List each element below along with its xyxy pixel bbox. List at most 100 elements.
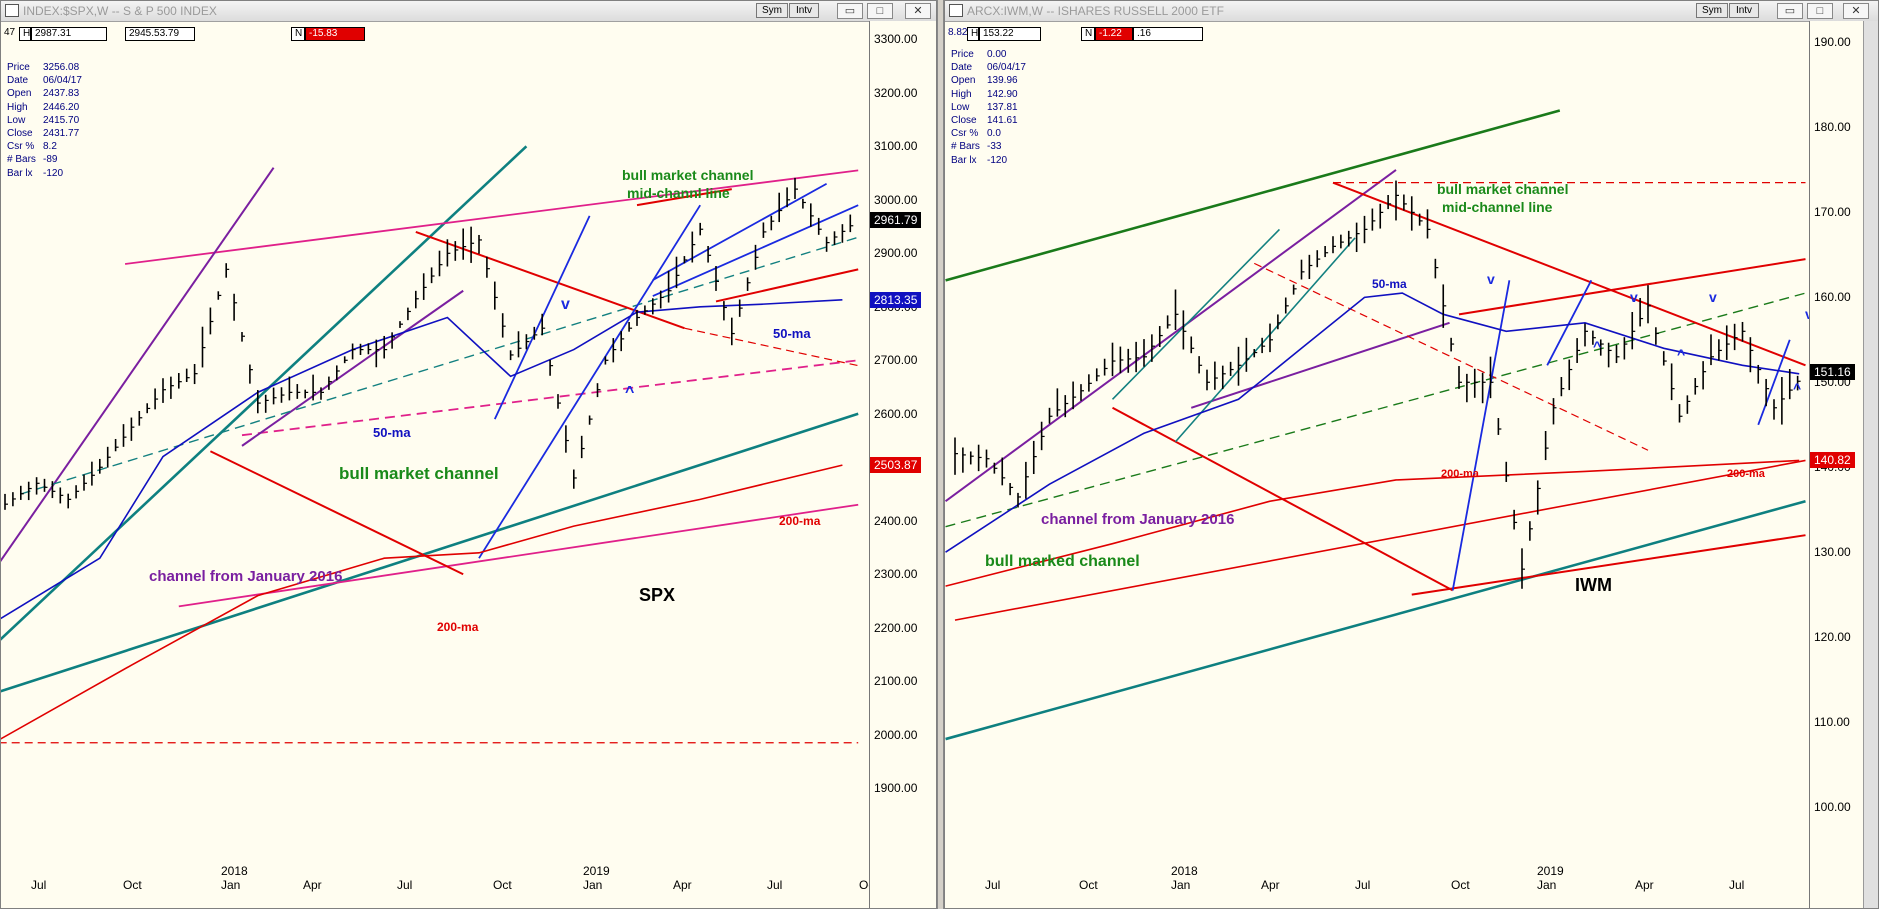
annotation-200ma-2: 200-ma: [437, 620, 479, 634]
y-axis: 100.00110.00120.00130.00140.00150.00160.…: [1809, 21, 1866, 908]
data-panel-row: Low 2415.70: [7, 114, 82, 127]
wave-marker: v: [1487, 271, 1495, 287]
data-panel-label: Price: [7, 62, 30, 73]
data-panel-row: Close 141.61: [951, 114, 1026, 127]
data-panel-row: Bar lx -120: [951, 154, 1026, 167]
data-panel-row: Low 137.81: [951, 101, 1026, 114]
x-tick-label: Jan: [1537, 878, 1556, 892]
sym-button[interactable]: Sym: [1696, 3, 1728, 18]
data-panel-row: Date 06/04/17: [7, 74, 82, 87]
data-panel-value: 139.96: [987, 75, 1018, 87]
info-cell: -15.83: [305, 27, 365, 41]
wave-marker: ^: [625, 384, 634, 401]
data-panel-row: # Bars -33: [951, 140, 1026, 153]
x-tick-label: Jul: [397, 878, 412, 892]
blue-mid-line: [1546, 279, 1593, 366]
data-panel-label: Date: [7, 75, 29, 87]
y-tick-label: 2600.00: [874, 406, 918, 421]
y-tick-label: 3200.00: [874, 85, 918, 100]
y-tick-label: 2700.00: [874, 353, 918, 368]
red-dashed-trend: [1253, 262, 1649, 451]
data-panel-value: -89: [43, 154, 58, 166]
jan2016-channel-lower: [1190, 321, 1450, 409]
jan2016-channel-upper: [1, 167, 275, 562]
info-cell: -1.22: [1095, 27, 1133, 41]
close-icon[interactable]: ✕: [905, 3, 931, 19]
data-panel-value: -120: [43, 167, 64, 179]
data-panel-row: Date 06/04/17: [951, 61, 1026, 74]
x-tick-label: Jan: [1171, 878, 1190, 892]
window-menu-icon[interactable]: [5, 4, 19, 17]
data-panel-label: High: [951, 88, 972, 100]
y-tick-label: 100.00: [1814, 800, 1851, 815]
y-tick-label: 2300.00: [874, 567, 918, 582]
annotation-bull-channel-main: bull market channel: [339, 464, 499, 483]
data-panel-value: 137.81: [987, 101, 1018, 113]
info-cell: 47: [4, 27, 16, 38]
sym-button[interactable]: Sym: [756, 3, 788, 18]
info-cell: 2987.31: [31, 27, 107, 41]
upper-channel-line: [945, 109, 1561, 282]
x-tick-label: Jul: [985, 878, 1000, 892]
info-cell: H: [19, 27, 31, 41]
data-panel-value: 0.00: [987, 49, 1007, 60]
x-tick-label: Jul: [1729, 878, 1744, 892]
info-cell: N: [1081, 27, 1095, 41]
x-tick-label: Oct: [1451, 878, 1470, 892]
ma50-line: [1, 299, 843, 620]
minimize-icon[interactable]: ▭: [1777, 3, 1803, 19]
blue-late-line: [1757, 339, 1791, 426]
annotation-50ma: 50-ma: [1372, 277, 1407, 291]
data-panel-value: 8.2: [43, 141, 57, 153]
annotation-mid-channel: mid-channl line: [627, 185, 730, 201]
red-top-line: [636, 188, 732, 207]
y-tick-label: 3100.00: [874, 139, 918, 154]
ohlc-bars: [4, 177, 854, 510]
lower-channel-line: [1, 412, 859, 693]
blue-uptrend-line: [478, 204, 701, 559]
spx-chart-window: INDEX:$SPX,W -- S & P 500 INDEX Sym Intv…: [0, 0, 937, 909]
scrollbar[interactable]: [1863, 21, 1878, 908]
annotation-bull-marked-channel: bull marked channel: [985, 553, 1140, 570]
y-tick-label: 180.00: [1814, 120, 1851, 135]
maximize-icon[interactable]: □: [1807, 3, 1833, 19]
x-tick-year: 2018: [1171, 864, 1198, 878]
mid-channel-line: [20, 236, 859, 495]
data-panel-value: 142.90: [987, 88, 1018, 100]
annotation-50ma-2: 50-ma: [773, 326, 811, 341]
data-panel-label: Close: [951, 115, 977, 127]
x-tick-year: 2018: [221, 864, 248, 878]
red-short-line: [715, 268, 859, 303]
jan2016-channel-upper: [945, 169, 1397, 503]
window-menu-icon[interactable]: [949, 4, 963, 17]
info-cell: 8.82: [948, 27, 968, 38]
maximize-icon[interactable]: □: [867, 3, 893, 19]
close-icon[interactable]: ✕: [1843, 3, 1869, 19]
price-tag: 151.16: [1810, 364, 1855, 381]
blue-uptrend-late2: [652, 182, 828, 281]
window-splitter[interactable]: [937, 0, 944, 909]
red-200ma-line: [954, 459, 1806, 621]
x-tick-label: Oct: [1079, 878, 1098, 892]
teal-channel-a: [1111, 228, 1281, 400]
y-tick-label: 160.00: [1814, 290, 1851, 305]
title-bar[interactable]: INDEX:$SPX,W -- S & P 500 INDEX Sym Intv…: [1, 1, 936, 22]
symbol-label: IWM: [1575, 575, 1612, 595]
x-tick-label: Apr: [1261, 878, 1280, 892]
data-panel-value: 3256.08: [43, 62, 80, 73]
title-bar[interactable]: ARCX:IWM,W -- ISHARES RUSSELL 2000 ETF S…: [945, 1, 1878, 22]
minimize-icon[interactable]: ▭: [837, 3, 863, 19]
intv-button[interactable]: Intv: [789, 3, 819, 18]
x-tick-year: 2019: [583, 864, 610, 878]
annotation-bull-channel: bull market channel: [1437, 181, 1568, 197]
data-panel-row: Price 3256.08: [7, 61, 82, 74]
wave-marker: ^: [1593, 338, 1601, 354]
intv-button[interactable]: Intv: [1729, 3, 1759, 18]
ma50-line: [945, 292, 1800, 553]
x-tick-label: Jan: [221, 878, 240, 892]
y-tick-label: 110.00: [1814, 715, 1850, 730]
channel-mid-line: [241, 359, 859, 437]
symbol-label: SPX: [639, 585, 675, 605]
annotation-mid-channel: mid-channel line: [1442, 199, 1553, 215]
data-panel-label: # Bars: [7, 154, 36, 166]
